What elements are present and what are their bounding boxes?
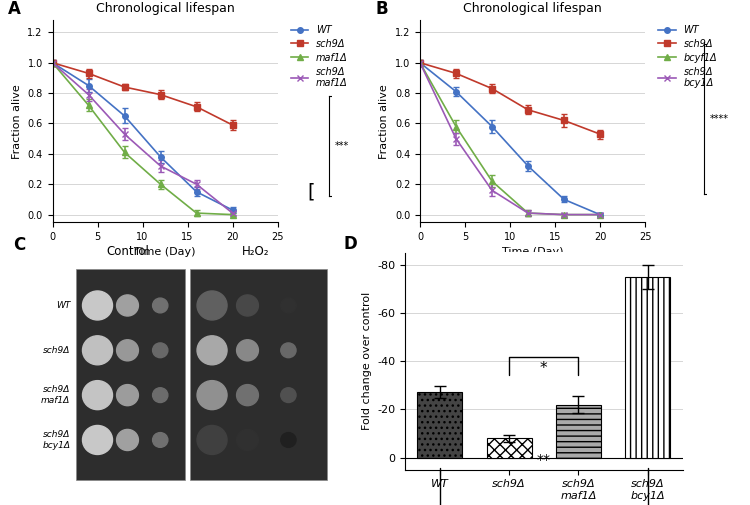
Text: H₂O₂: H₂O₂ (242, 245, 269, 258)
Text: D: D (344, 235, 358, 253)
Y-axis label: Fold change over control: Fold change over control (362, 292, 371, 430)
Bar (556, 405, 601, 458)
Circle shape (236, 340, 259, 361)
Text: A: A (8, 0, 20, 18)
Circle shape (280, 298, 296, 313)
Circle shape (82, 336, 112, 365)
Text: sch9Δ: sch9Δ (43, 346, 70, 355)
Circle shape (152, 343, 168, 358)
Bar (626, 277, 670, 458)
X-axis label: Time (Day): Time (Day) (502, 247, 563, 258)
Circle shape (116, 429, 139, 450)
Text: [: [ (308, 182, 315, 201)
Bar (76, 269, 184, 480)
Circle shape (82, 381, 112, 410)
Text: B: B (375, 0, 388, 18)
Title: Chronological lifespan: Chronological lifespan (464, 2, 602, 15)
Text: WT: WT (56, 301, 70, 310)
Circle shape (152, 433, 168, 447)
Text: *: * (540, 361, 548, 376)
Bar (417, 392, 462, 458)
Circle shape (197, 381, 227, 410)
Text: sch9Δ
maf1Δ: sch9Δ maf1Δ (41, 385, 70, 405)
Circle shape (116, 340, 139, 361)
Text: Control: Control (106, 245, 149, 258)
Legend: WT, sch9Δ, maf1Δ, sch9Δ
maf1Δ: WT, sch9Δ, maf1Δ, sch9Δ maf1Δ (286, 21, 352, 92)
Title: Chronological lifespan: Chronological lifespan (96, 2, 234, 15)
Circle shape (152, 298, 168, 313)
Text: sch9Δ
bcy1Δ: sch9Δ bcy1Δ (42, 430, 70, 449)
X-axis label: Time (Day): Time (Day) (134, 247, 196, 258)
Text: ****: **** (710, 114, 729, 124)
Legend: WT, sch9Δ, bcyf1Δ, sch9Δ
bcy1Δ: WT, sch9Δ, bcyf1Δ, sch9Δ bcy1Δ (654, 21, 721, 92)
Circle shape (152, 388, 168, 402)
Circle shape (280, 433, 296, 447)
Circle shape (280, 388, 296, 402)
Circle shape (197, 425, 227, 454)
Circle shape (197, 291, 227, 320)
Circle shape (116, 295, 139, 316)
Bar (190, 269, 326, 480)
Y-axis label: Fraction alive: Fraction alive (380, 84, 389, 159)
Y-axis label: Fraction alive: Fraction alive (12, 84, 22, 159)
Bar (487, 438, 532, 458)
Circle shape (116, 385, 139, 406)
Text: **: ** (537, 453, 550, 467)
Text: ***: *** (334, 141, 349, 152)
Circle shape (197, 336, 227, 365)
Text: C: C (13, 235, 26, 254)
Circle shape (236, 385, 259, 406)
Circle shape (236, 295, 259, 316)
Circle shape (236, 429, 259, 450)
Circle shape (82, 425, 112, 454)
Circle shape (82, 291, 112, 320)
Circle shape (280, 343, 296, 358)
